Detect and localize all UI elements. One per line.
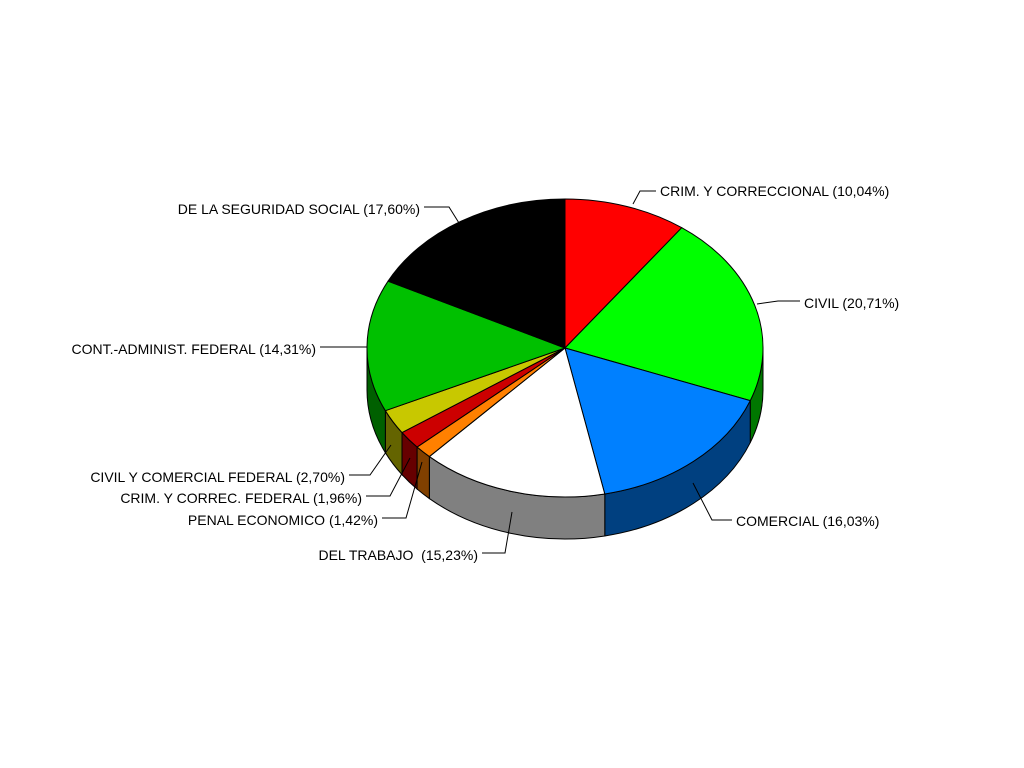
slice-label-cont-administ-federal: CONT.-ADMINIST. FEDERAL (14,31%) <box>71 341 316 357</box>
leader-line-comercial <box>692 482 732 521</box>
pie-slices <box>366 198 764 498</box>
slice-label-crim-y-correccional: CRIM. Y CORRECCIONAL (10,04%) <box>660 183 889 199</box>
slice-civil <box>564 227 764 402</box>
slice-label-crim-y-correc-federal: CRIM. Y CORREC. FEDERAL (1,96%) <box>120 490 362 506</box>
slice-del-trabajo <box>428 347 606 498</box>
slice-labels: CRIM. Y CORRECCIONAL (10,04%) CIVIL (20,7… <box>71 183 899 563</box>
leader-line-de-la-seguridad-social <box>424 206 460 224</box>
leader-lines <box>320 190 800 554</box>
slice-label-comercial: COMERCIAL (16,03%) <box>736 513 879 529</box>
leader-line-crim-y-correccional <box>632 190 656 205</box>
slice-label-de-la-seguridad-social: DE LA SEGURIDAD SOCIAL (17,60%) <box>178 201 420 217</box>
leader-line-crim-y-correc-federal <box>366 457 411 497</box>
leader-line-del-trabajo <box>482 511 513 554</box>
slice-label-civil: CIVIL (20,71%) <box>804 295 899 311</box>
slice-label-del-trabajo: DEL TRABAJO (15,23%) <box>318 547 478 563</box>
slice-comercial <box>564 347 751 495</box>
slice-crim-y-correccional <box>564 198 683 349</box>
pie-sides <box>366 347 764 540</box>
leader-line-civil-y-comercial-federal <box>349 444 392 476</box>
leader-line-civil <box>756 300 800 305</box>
slice-de-la-seguridad-social <box>387 198 566 349</box>
slice-cont-administ-federal <box>366 280 566 412</box>
slice-label-civil-y-comercial-federal: CIVIL Y COMERCIAL FEDERAL (2,70%) <box>90 469 345 485</box>
slice-label-penal-economico: PENAL ECONOMICO (1,42%) <box>188 512 378 528</box>
leader-line-penal-economico <box>382 461 423 519</box>
